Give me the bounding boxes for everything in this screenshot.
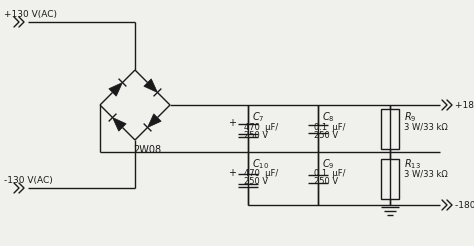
Text: 470  μF/: 470 μF/ bbox=[244, 123, 278, 132]
Text: $C_8$: $C_8$ bbox=[322, 110, 335, 124]
Text: 470  μF/: 470 μF/ bbox=[244, 169, 278, 179]
Text: 250 V: 250 V bbox=[244, 130, 268, 139]
Text: 250 V: 250 V bbox=[314, 130, 338, 139]
Polygon shape bbox=[144, 79, 157, 92]
Text: $C_7$: $C_7$ bbox=[252, 110, 264, 124]
Text: +: + bbox=[228, 118, 236, 127]
Text: 0.1  μF/: 0.1 μF/ bbox=[314, 169, 346, 179]
Text: -180 V: -180 V bbox=[455, 200, 474, 210]
Text: -130 V(AC): -130 V(AC) bbox=[4, 175, 53, 184]
Bar bbox=[381, 158, 399, 199]
Text: $R_{13}$: $R_{13}$ bbox=[404, 157, 421, 171]
Text: 3 W/33 kΩ: 3 W/33 kΩ bbox=[404, 169, 448, 179]
Text: 250 V: 250 V bbox=[314, 178, 338, 186]
Text: +180 V: +180 V bbox=[455, 101, 474, 109]
Text: +: + bbox=[228, 168, 236, 178]
Text: 250 V: 250 V bbox=[244, 178, 268, 186]
Polygon shape bbox=[147, 114, 161, 127]
Polygon shape bbox=[109, 83, 122, 96]
Bar bbox=[381, 108, 399, 149]
Text: $C_9$: $C_9$ bbox=[322, 157, 335, 171]
Polygon shape bbox=[112, 118, 126, 131]
Text: +130 V(AC): +130 V(AC) bbox=[4, 10, 57, 18]
Text: 2W08: 2W08 bbox=[133, 145, 161, 155]
Text: 0.1  μF/: 0.1 μF/ bbox=[314, 123, 346, 132]
Text: $C_{10}$: $C_{10}$ bbox=[252, 157, 269, 171]
Text: 3 W/33 kΩ: 3 W/33 kΩ bbox=[404, 123, 448, 132]
Text: $R_9$: $R_9$ bbox=[404, 110, 417, 124]
